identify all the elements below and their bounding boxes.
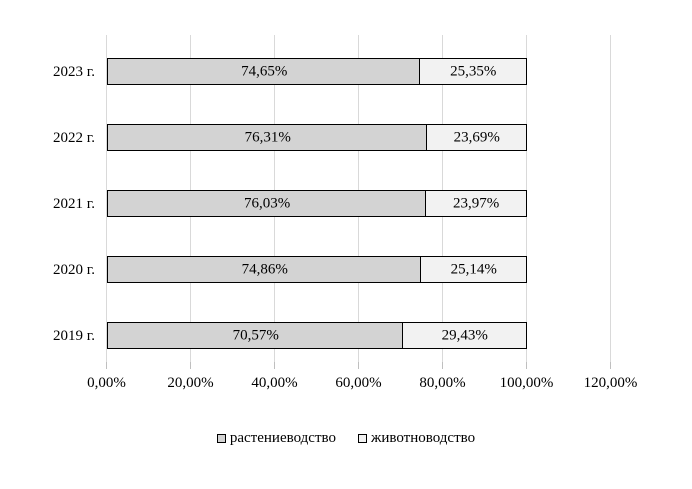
gridline [526, 35, 527, 362]
bar-value-label-crop-production: 76,31% [244, 129, 291, 145]
legend-swatch-icon [216, 433, 226, 443]
axis-tick-mark [190, 362, 191, 369]
bar-value-label-crop-production: 70,57% [232, 327, 279, 343]
bar-value-label-animal-husbandry: 25,14% [450, 261, 497, 277]
x-axis-tick-label: 0,00% [87, 375, 126, 391]
category-label: 2021 г. [53, 195, 95, 212]
bar-value-label-animal-husbandry: 29,43% [441, 327, 488, 343]
bar-value-label-animal-husbandry: 23,97% [453, 195, 500, 211]
category-label: 2019 г. [53, 327, 95, 344]
axis-tick-mark [358, 362, 359, 369]
gridline [610, 35, 611, 362]
axis-tick-mark [610, 362, 611, 369]
axis-tick-mark [526, 362, 527, 369]
legend-label: растениеводство [229, 430, 336, 446]
legend-item-animal-husbandry: животноводство [357, 429, 476, 447]
bar-row: 76,03% 23,97% [106, 190, 527, 217]
bar-segment-crop-production [107, 323, 403, 348]
x-axis-tick-label: 100,00% [499, 375, 554, 391]
bar-segment-crop-production [107, 191, 426, 216]
bar-row: 74,65% 25,35% [106, 58, 527, 85]
bar-value-label-animal-husbandry: 25,35% [450, 63, 497, 79]
axis-tick-mark [106, 362, 107, 369]
bar-value-label-crop-production: 74,86% [241, 261, 288, 277]
legend: растениеводство животноводство [0, 429, 692, 447]
axis-tick-mark [442, 362, 443, 369]
category-label: 2023 г. [53, 63, 95, 80]
bar-segment-crop-production [107, 59, 421, 84]
x-axis-tick-label: 20,00% [167, 375, 214, 391]
bar-value-label-animal-husbandry: 23,69% [453, 129, 500, 145]
bar-value-label-crop-production: 74,65% [241, 63, 288, 79]
bar-row: 76,31% 23,69% [106, 124, 527, 151]
axis-tick-mark [274, 362, 275, 369]
x-axis-tick-label: 60,00% [335, 375, 382, 391]
x-axis-tick-label: 120,00% [583, 375, 638, 391]
bar-row: 70,57% 29,43% [106, 322, 527, 349]
legend-item-crop-production: растениеводство [216, 429, 336, 447]
x-axis-tick-label: 40,00% [251, 375, 298, 391]
legend-swatch-icon [357, 433, 367, 443]
bar-value-label-crop-production: 76,03% [244, 195, 291, 211]
category-label: 2020 г. [53, 261, 95, 278]
bar-segment-crop-production [107, 257, 421, 282]
bar-row: 74,86% 25,14% [106, 256, 527, 283]
x-axis-tick-label: 80,00% [419, 375, 466, 391]
bar-segment-crop-production [107, 125, 427, 150]
legend-label: животноводство [370, 430, 476, 446]
category-label: 2022 г. [53, 129, 95, 146]
